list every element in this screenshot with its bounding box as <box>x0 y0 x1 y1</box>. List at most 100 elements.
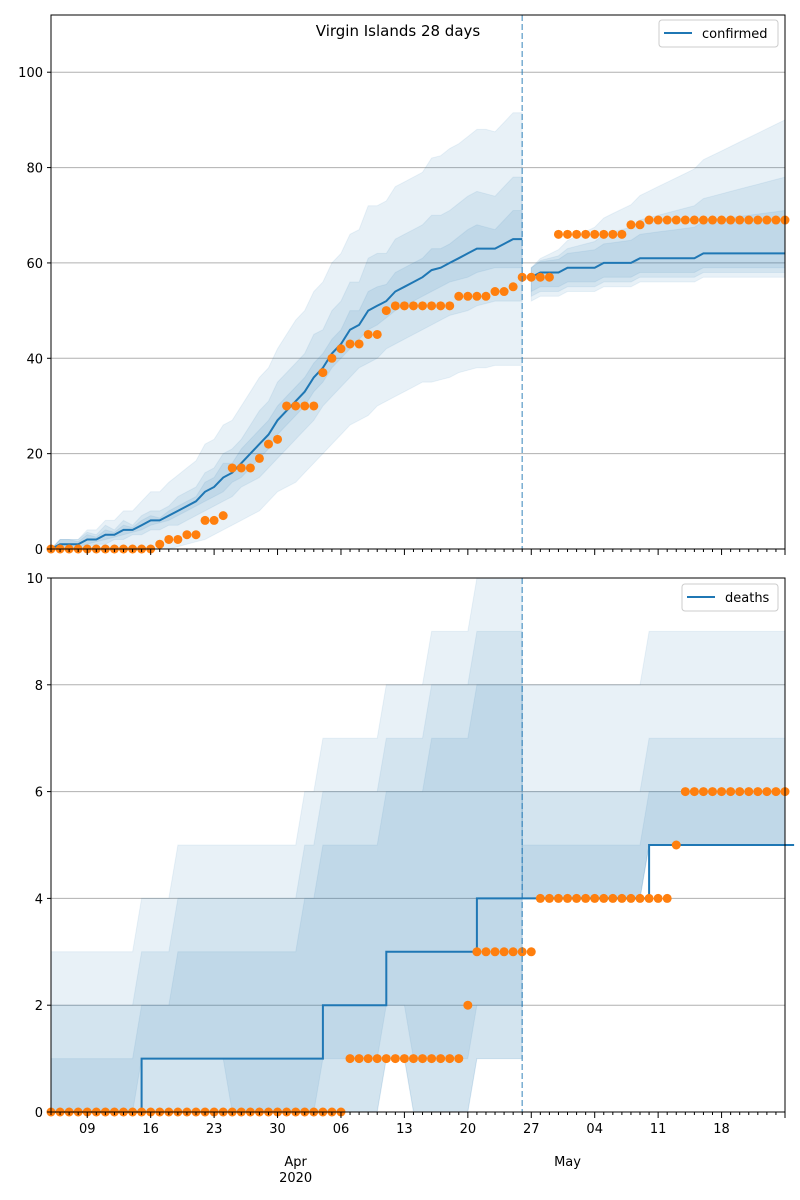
confirmed-observed-point <box>427 301 437 311</box>
confirmed-observed-point <box>626 220 636 230</box>
confirmed-observed-point <box>771 215 781 225</box>
deaths-observed-point <box>735 787 745 797</box>
confirmed-observed-point <box>762 215 772 225</box>
confirmed-axes-frame <box>50 14 786 550</box>
confirmed-observed-point <box>300 401 310 411</box>
confirmed-observed-point <box>291 401 301 411</box>
confirmed-observed-point <box>662 215 672 225</box>
x-tick-label: 18 <box>713 1122 730 1137</box>
deaths-observed-point <box>490 947 500 957</box>
y-tick-label: 0 <box>35 543 43 558</box>
chart-title: Virgin Islands 28 days <box>316 22 481 40</box>
confirmed-observed-point <box>689 215 699 225</box>
confirmed-observed-point <box>535 272 545 282</box>
deaths-observed-point <box>753 787 763 797</box>
confirmed-observed-point <box>753 215 763 225</box>
confirmed-observed-point <box>182 530 192 540</box>
x-month-label: Apr <box>284 1155 307 1170</box>
deaths-observed-point <box>653 893 663 903</box>
confirmed-observed-point <box>245 463 255 473</box>
confirmed-model-line <box>50 238 523 550</box>
confirmed-observed-point <box>399 301 409 311</box>
confirmed-observed-point <box>635 220 645 230</box>
confirmed-panel: 0 20 40 60 80 100 Virgin Islands 28 days conf… <box>18 14 790 558</box>
x-tick-label: 30 <box>269 1122 286 1137</box>
deaths-axes-frame <box>50 577 786 1113</box>
deaths-observed-point <box>689 787 699 797</box>
deaths-observed-point <box>436 1054 446 1064</box>
confirmed-observed-point <box>236 463 246 473</box>
deaths-observed-point <box>463 1000 473 1010</box>
deaths-observed-point <box>626 893 636 903</box>
deaths-observed-point <box>345 1054 355 1064</box>
deaths-observed-point <box>544 893 554 903</box>
deaths-observed-point <box>526 947 536 957</box>
confirmed-observed-point <box>436 301 446 311</box>
deaths-observed-point <box>581 893 591 903</box>
deaths-observed-point <box>535 893 545 903</box>
y-tick-label: 8 <box>35 679 43 694</box>
deaths-model-line <box>51 844 795 1113</box>
deaths-observed-point <box>363 1054 373 1064</box>
confirmed-observed-point <box>544 272 554 282</box>
confirmed-observed-point <box>726 215 736 225</box>
confirmed-observed-point <box>608 229 618 239</box>
confirmed-observed-point <box>408 301 418 311</box>
deaths-observed-point <box>726 787 736 797</box>
confirmed-observed-point <box>327 353 337 363</box>
deaths-observed-point <box>563 893 573 903</box>
deaths-observed-point <box>418 1054 428 1064</box>
x-month-label: 2020 <box>279 1171 312 1186</box>
x-tick-label: 23 <box>206 1122 223 1137</box>
deaths-legend: deaths <box>681 583 779 612</box>
x-tick-label: 27 <box>523 1122 540 1137</box>
confirmed-observed-point <box>218 511 228 521</box>
deaths-legend-box <box>681 583 779 612</box>
deaths-observed-point <box>372 1054 382 1064</box>
x-tick-label: 16 <box>142 1122 159 1137</box>
confirmed-observed-points <box>46 215 790 554</box>
confirmed-observed-point <box>463 291 473 301</box>
deaths-observed-point <box>445 1054 455 1064</box>
confirmed-observed-point <box>390 301 400 311</box>
deaths-observed-point <box>708 787 718 797</box>
confirmed-observed-point <box>698 215 708 225</box>
confirmed-observed-point <box>209 515 219 525</box>
confirmed-x-ticks <box>50 549 786 555</box>
confirmed-observed-point <box>273 434 283 444</box>
x-month-label: May <box>554 1155 581 1170</box>
deaths-observed-point <box>744 787 754 797</box>
x-tick-label: 13 <box>396 1122 413 1137</box>
confirmed-observed-point <box>200 515 210 525</box>
confirmed-observed-point <box>418 301 428 311</box>
deaths-observed-point <box>590 893 600 903</box>
y-tick-label: 40 <box>26 352 43 367</box>
deaths-observed-point <box>662 893 672 903</box>
deaths-observed-point <box>671 840 681 850</box>
confirmed-observed-point <box>581 229 591 239</box>
deaths-observed-points <box>46 787 790 1117</box>
confirmed-observed-point <box>454 291 464 301</box>
y-tick-label: 4 <box>35 892 43 907</box>
deaths-observed-point <box>481 947 491 957</box>
y-tick-label: 100 <box>18 66 43 81</box>
deaths-observed-point <box>608 893 618 903</box>
x-tick-label: 09 <box>79 1122 96 1137</box>
confirmed-legend-box <box>658 19 779 48</box>
confirmed-observed-point <box>472 291 482 301</box>
confirmed-observed-point <box>744 215 754 225</box>
deaths-uncertainty-bands <box>50 577 786 1113</box>
confirmed-observed-point <box>381 306 391 316</box>
y-tick-label: 20 <box>26 448 43 463</box>
confirmed-observed-point <box>345 339 355 349</box>
confirmed-observed-point <box>644 215 654 225</box>
deaths-observed-point <box>572 893 582 903</box>
confirmed-observed-point <box>617 229 627 239</box>
confirmed-observed-point <box>490 287 500 297</box>
deaths-observed-point <box>408 1054 418 1064</box>
deaths-legend-label: deaths <box>725 591 770 606</box>
confirmed-observed-point <box>191 530 201 540</box>
deaths-y-axis: 0 2 4 6 8 10 <box>26 572 51 1121</box>
